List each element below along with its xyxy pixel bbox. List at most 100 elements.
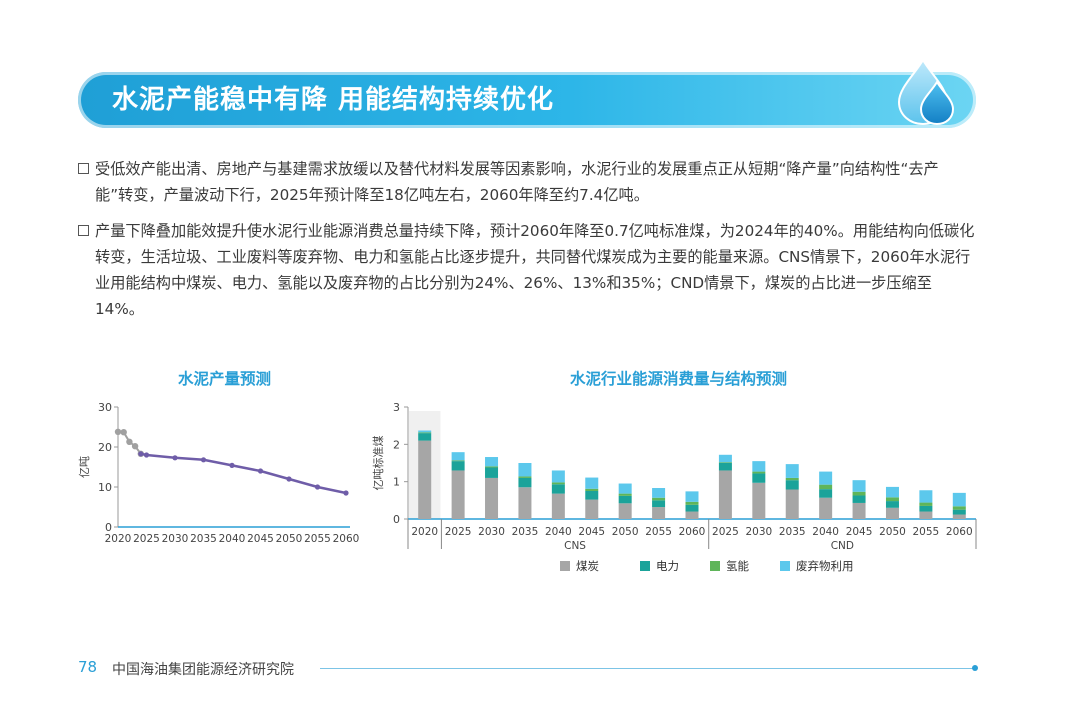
bar-segment-废弃物利用 xyxy=(952,492,966,507)
data-point xyxy=(131,443,139,450)
data-point xyxy=(343,490,349,496)
bar-segment-废弃物利用 xyxy=(485,457,499,467)
y-tick-label: 0 xyxy=(393,513,400,526)
page-title: 水泥产能稳中有降 用能结构持续优化 xyxy=(112,85,555,115)
x-tick-label: 2060 xyxy=(946,526,973,538)
y-tick-label: 3 xyxy=(393,401,400,414)
bar-segment-电力 xyxy=(451,461,465,471)
bar-segment-电力 xyxy=(685,504,699,512)
bar-segment-煤炭 xyxy=(618,503,632,519)
bar-segment-氢能 xyxy=(752,471,766,474)
bar-segment-废弃物利用 xyxy=(852,480,866,492)
bar-segment-氢能 xyxy=(952,506,966,510)
bar-segment-电力 xyxy=(785,480,799,490)
data-point xyxy=(200,457,207,463)
x-tick-label: 2050 xyxy=(612,526,639,538)
x-tick-label: 2050 xyxy=(879,526,906,538)
x-tick-label: 2030 xyxy=(745,526,772,538)
legend-swatch xyxy=(780,561,790,571)
bar-segment-废弃物利用 xyxy=(418,430,432,433)
bar-segment-电力 xyxy=(585,491,599,500)
x-tick-label: 2035 xyxy=(190,533,217,545)
checkbox-bullet-icon xyxy=(78,225,89,236)
x-tick-label: 2055 xyxy=(913,526,940,538)
bar-segment-煤炭 xyxy=(652,507,666,519)
footer-dot xyxy=(972,665,978,671)
bar-segment-电力 xyxy=(718,463,732,471)
bar-segment-氢能 xyxy=(618,493,632,496)
x-tick-label: 2045 xyxy=(247,533,274,545)
y-tick-label: 10 xyxy=(98,481,112,494)
bar-segment-煤炭 xyxy=(952,514,966,519)
y-axis-label: 亿吨标准煤 xyxy=(371,436,385,491)
bar-segment-废弃物利用 xyxy=(585,477,599,489)
bar-segment-电力 xyxy=(919,505,933,512)
bar-segment-电力 xyxy=(485,467,499,478)
y-tick-label: 20 xyxy=(98,441,112,454)
bar-segment-电力 xyxy=(952,509,966,515)
data-point xyxy=(138,451,144,457)
bar-segment-废弃物利用 xyxy=(885,486,899,498)
legend-swatch xyxy=(560,561,570,571)
bar-segment-煤炭 xyxy=(585,499,599,519)
bar-segment-废弃物利用 xyxy=(718,454,732,463)
y-tick-label: 0 xyxy=(105,521,112,534)
title-banner xyxy=(78,72,976,128)
y-tick-label: 30 xyxy=(98,401,112,414)
data-point xyxy=(126,438,133,445)
bar-segment-煤炭 xyxy=(718,470,732,519)
x-tick-label: 2060 xyxy=(333,533,360,545)
bar-segment-煤炭 xyxy=(485,477,499,519)
data-point xyxy=(114,428,122,435)
x-tick-label: 2035 xyxy=(779,526,806,538)
bar-segment-氢能 xyxy=(485,466,499,468)
bar-segment-废弃物利用 xyxy=(819,471,833,485)
bar-segment-氢能 xyxy=(919,502,933,506)
bar-segment-煤炭 xyxy=(885,507,899,519)
bar-segment-废弃物利用 xyxy=(752,461,766,472)
bar-segment-废弃物利用 xyxy=(652,488,666,498)
x-tick-label: 2020 xyxy=(411,526,438,538)
x-tick-label: 2025 xyxy=(712,526,739,538)
y-tick-label: 2 xyxy=(393,438,400,451)
y-tick-label: 1 xyxy=(393,476,400,489)
bar-segment-电力 xyxy=(518,477,532,488)
bar-segment-氢能 xyxy=(819,484,833,490)
x-tick-label: 2055 xyxy=(304,533,331,545)
bar-segment-废弃物利用 xyxy=(451,452,465,461)
data-point xyxy=(286,476,292,482)
bar-segment-氢能 xyxy=(418,432,432,434)
bar-segment-电力 xyxy=(551,484,565,494)
energy-chart-title: 水泥行业能源消费量与结构预测 xyxy=(570,370,788,388)
data-point xyxy=(314,484,321,490)
data-point xyxy=(229,462,235,468)
legend-label: 废弃物利用 xyxy=(796,559,854,573)
x-tick-label: 2060 xyxy=(679,526,706,538)
legend-swatch xyxy=(710,561,720,571)
bar-segment-氢能 xyxy=(551,482,565,485)
footer-divider xyxy=(320,668,974,669)
bar-segment-氢能 xyxy=(518,476,532,478)
footer-organization: 中国海油集团能源经济研究院 xyxy=(112,662,294,678)
x-tick-label: 2055 xyxy=(645,526,672,538)
bullet-paragraph: 产量下降叠加能效提升使水泥行业能源消费总量持续下降，预计2060年降至0.7亿吨… xyxy=(78,218,976,322)
bar-segment-废弃物利用 xyxy=(785,464,799,478)
x-tick-label: 2025 xyxy=(445,526,472,538)
bar-segment-电力 xyxy=(885,501,899,508)
bar-segment-氢能 xyxy=(885,497,899,502)
checkbox-bullet-icon xyxy=(78,163,89,174)
x-tick-label: 2035 xyxy=(512,526,539,538)
x-tick-label: 2050 xyxy=(276,533,303,545)
x-tick-label: 2030 xyxy=(478,526,505,538)
legend-label: 电力 xyxy=(656,559,679,573)
legend-swatch xyxy=(640,561,650,571)
data-point xyxy=(257,468,264,474)
bar-segment-氢能 xyxy=(652,497,666,501)
group-label: CND xyxy=(831,540,854,552)
bar-segment-氢能 xyxy=(718,462,732,463)
bar-segment-氢能 xyxy=(785,477,799,481)
bar-segment-废弃物利用 xyxy=(685,491,699,502)
bar-segment-煤炭 xyxy=(418,440,432,519)
bar-segment-煤炭 xyxy=(919,511,933,519)
